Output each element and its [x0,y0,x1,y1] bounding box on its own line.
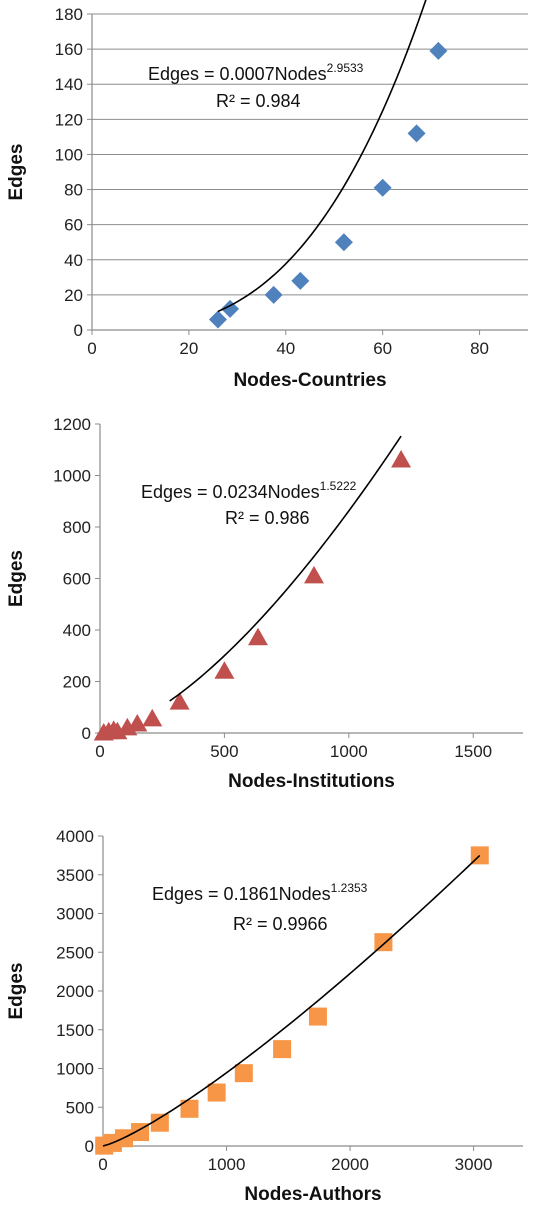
x-tick-label: 500 [210,742,238,761]
data-point-diamond [429,41,448,60]
y-tick-label: 140 [55,75,83,94]
x-tick-label: 0 [98,1155,107,1174]
x-tick-label: 2000 [331,1155,369,1174]
x-tick-label: 80 [470,339,489,358]
data-point-square [273,1040,292,1059]
trendline-equation: Edges = 0.0234Nodes1.5222 [141,479,357,502]
x-tick-label: 20 [179,339,198,358]
data-point-triangle [391,450,412,468]
y-tick-label: 400 [63,621,91,640]
trendline-equation: Edges = 0.0007Nodes2.9533 [148,61,364,84]
data-point-diamond [407,124,426,143]
y-tick-label: 180 [55,5,83,24]
trendline [217,0,427,313]
equation-exponent: 1.2353 [331,881,368,895]
x-tick-label: 1000 [330,742,368,761]
data-point-diamond [373,178,392,197]
y-tick-label: 80 [64,181,83,200]
x-axis-title: Nodes-Authors [244,1184,381,1205]
y-tick-label: 600 [63,570,91,589]
y-tick-label: 0 [74,321,83,340]
data-point-triangle [303,565,324,584]
data-point-square [374,933,393,952]
x-tick-label: 40 [276,339,295,358]
data-point-diamond [291,271,310,290]
y-axis-title: Edges [6,550,27,607]
r-squared-label: R² = 0.984 [216,91,301,111]
y-axis-title: Edges [6,962,27,1019]
y-axis-title: Edges [6,143,27,200]
x-axis-title: Nodes-Countries [233,370,386,391]
trendline [102,854,481,1147]
data-point-triangle [142,708,163,727]
trendline [169,435,402,702]
y-tick-label: 100 [55,145,83,164]
y-tick-label: 20 [64,286,83,305]
y-tick-label: 3000 [56,905,94,924]
y-tick-label: 2000 [56,982,94,1001]
x-tick-label: 0 [87,339,96,358]
x-tick-label: 1000 [208,1155,246,1174]
x-axis-title: Nodes-Institutions [228,771,395,792]
y-tick-label: 1500 [56,1021,94,1040]
y-tick-label: 500 [66,1098,94,1117]
data-point-triangle [248,627,269,646]
equation-exponent: 1.5222 [320,479,357,493]
data-point-square [234,1064,253,1083]
x-tick-label: 0 [95,742,104,761]
y-tick-label: 200 [63,673,91,692]
x-tick-label: 60 [373,339,392,358]
chart-2: 0 200 400 600 800 1000 1200 0 500 1000 1500 Nodes-I… [6,415,523,792]
x-tick-label: 3000 [455,1155,493,1174]
data-point-diamond [221,299,240,318]
trendline-equation: Edges = 0.1861Nodes1.2353 [152,881,368,904]
data-point-triangle [169,692,190,710]
x-tick-label: 1500 [454,742,492,761]
equation-base: Edges = 0.0234Nodes [141,482,320,502]
data-point-triangle [127,713,148,732]
y-tick-label: 120 [55,110,83,129]
y-tick-label: 2500 [56,943,94,962]
y-tick-label: 40 [64,251,83,270]
data-point-triangle [214,661,235,679]
y-tick-label: 800 [63,518,91,537]
r-squared-label: R² = 0.986 [225,508,310,528]
y-tick-label: 3500 [56,866,94,885]
data-point-square [180,1099,199,1118]
equation-base: Edges = 0.0007Nodes [148,64,327,84]
chart-1: 0 20 40 60 80 100 120 140 160 180 0 20 40 60 80 Nodes-C… [6,0,528,391]
r-squared-label: R² = 0.9966 [233,914,328,934]
y-tick-label: 160 [55,40,83,59]
equation-base: Edges = 0.1861Nodes [152,884,331,904]
data-point-diamond [208,310,227,329]
y-tick-label: 60 [64,216,83,235]
equation-exponent: 2.9533 [327,61,364,75]
y-tick-label: 1200 [53,415,91,434]
y-tick-label: 1000 [56,1060,94,1079]
data-point-square [207,1083,226,1102]
data-point-square [150,1113,169,1132]
y-tick-label: 0 [85,1137,94,1156]
y-tick-label: 1000 [53,467,91,486]
data-point-square [308,1007,327,1026]
chart-3: 0 500 1000 1500 2000 2500 3000 3500 4000 0 1000 200… [6,827,523,1205]
data-point-diamond [334,233,353,252]
y-tick-label: 0 [82,724,91,743]
data-point-diamond [264,285,283,304]
y-tick-label: 4000 [56,827,94,846]
